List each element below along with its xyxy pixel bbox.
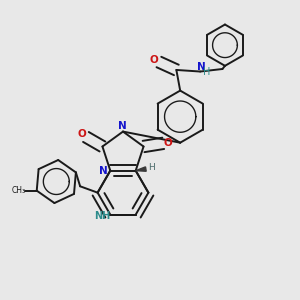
Polygon shape	[136, 167, 146, 171]
Text: N: N	[118, 121, 126, 131]
Text: O: O	[77, 129, 86, 140]
Text: H: H	[148, 163, 155, 172]
Text: NH: NH	[94, 211, 110, 221]
Text: O: O	[164, 138, 173, 148]
Text: N: N	[99, 166, 108, 176]
Text: CH₃: CH₃	[12, 185, 26, 194]
Text: H: H	[203, 68, 211, 77]
Text: O: O	[149, 56, 158, 65]
Text: N: N	[197, 62, 206, 72]
